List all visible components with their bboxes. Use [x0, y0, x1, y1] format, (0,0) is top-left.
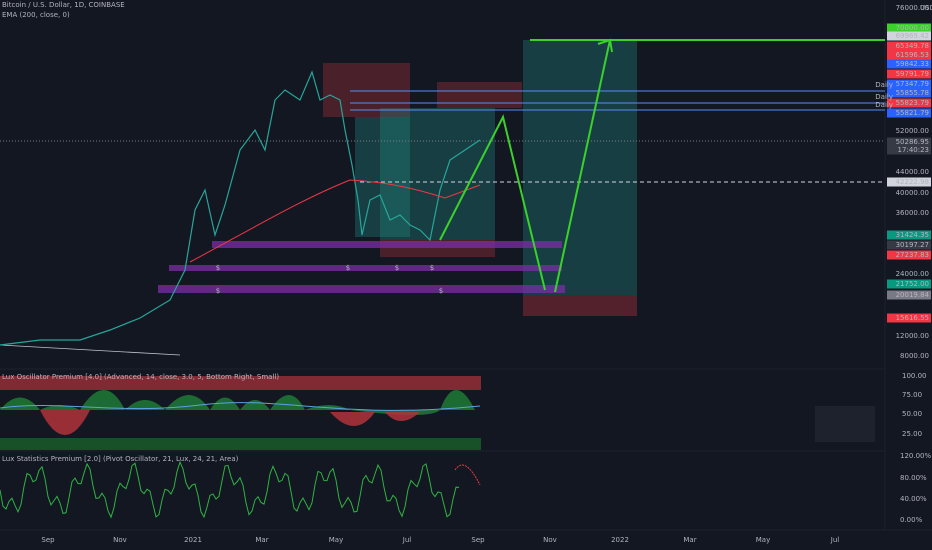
price-label: 52000.00 [896, 127, 929, 135]
price-tag [887, 230, 931, 240]
statistics-label: 40.00% [900, 495, 927, 503]
time-label: Nov [113, 536, 127, 544]
price-tag [887, 290, 931, 300]
time-label: Sep [41, 536, 55, 544]
oscillator-title: Lux Oscillator Premium [4.0] (Advanced, … [2, 373, 279, 381]
price-label: 42222.98 [896, 178, 929, 186]
price-label: 8000.00 [900, 352, 929, 360]
price-label: 76000.00 [896, 4, 929, 12]
pivot-oscillator [0, 460, 460, 519]
price-tag [887, 88, 931, 98]
price-tag [887, 250, 931, 260]
price-label: 17:40:23 [898, 146, 929, 154]
price-label: 65349.78 [896, 42, 929, 50]
price-label: 15616.55 [896, 314, 929, 322]
time-label: Jul [830, 536, 840, 544]
statistics-title: Lux Statistics Premium [2.0] (Pivot Osci… [2, 455, 239, 463]
oscillator-label: 50.00 [902, 410, 922, 418]
price-label: 12000.00 [896, 332, 929, 340]
time-label: Mar [255, 536, 268, 544]
price-label: 20019.84 [896, 291, 930, 299]
price-tag [887, 137, 931, 147]
price-tag [887, 108, 931, 118]
price-label: 55821.79 [896, 109, 929, 117]
price-label: 69969.42 [896, 32, 929, 40]
oscillator-label: 25.00 [902, 430, 922, 438]
time-label: 2021 [184, 536, 202, 544]
forecast [454, 464, 481, 486]
price-label: 44000.00 [896, 168, 929, 176]
price-tag [887, 23, 931, 33]
statistics-label: 120.00% [900, 452, 931, 460]
signal-marker: $ [439, 287, 443, 295]
oscillator-label: 100.00 [902, 372, 927, 380]
price-tag [887, 59, 931, 69]
oscillator-pane [0, 376, 875, 450]
ema-line [189, 179, 481, 263]
price-line [0, 70, 481, 346]
statistics-label: 0.00% [900, 516, 923, 524]
time-label: Jul [402, 536, 412, 544]
price-label: 31424.35 [896, 231, 929, 239]
signal-marker: $ [430, 264, 434, 272]
level-label: Daily [875, 101, 893, 109]
price-tag [887, 31, 931, 41]
price-label: 55855.78 [896, 89, 929, 97]
price-tag [887, 50, 931, 60]
level-label: Daily [875, 81, 893, 89]
price-label: 50286.95 [896, 138, 929, 146]
price-label: 27237.83 [896, 251, 929, 259]
time-label: 2022 [611, 536, 629, 544]
price-tag [887, 145, 931, 155]
level-label: Daily [875, 93, 893, 101]
price-label: 30197.27 [896, 241, 929, 249]
grid [0, 0, 932, 531]
zones [0, 39, 885, 356]
indicator-label: EMA (200, close, 0) [2, 11, 70, 19]
price-label: 40000.00 [896, 189, 929, 197]
price-label: 36000.00 [896, 209, 929, 217]
price-tag [887, 69, 931, 79]
price-unit: USD [920, 4, 932, 12]
signal-marker: $ [216, 287, 220, 295]
signal-marker: $ [395, 264, 399, 272]
price-tag [887, 177, 931, 187]
signal-marker: $ [346, 264, 350, 272]
time-label: May [756, 536, 770, 544]
price-tag [887, 79, 931, 89]
price-label: 61596.53 [896, 51, 929, 59]
oscillator-label: 75.00 [902, 391, 922, 399]
time-label: Nov [543, 536, 557, 544]
price-label: 59791.79 [896, 70, 929, 78]
statistics-label: 80.00% [900, 474, 927, 482]
projection-arrows [439, 38, 613, 293]
price-label: 57347.79 [896, 80, 929, 88]
price-label: 55823.79 [896, 99, 929, 107]
price-label: 59842.33 [896, 60, 929, 68]
price-tag [887, 41, 931, 51]
chart-title: Bitcoin / U.S. Dollar, 1D, COINBASE [2, 1, 125, 9]
price-tag [887, 240, 931, 250]
signal-marker: $ [216, 264, 220, 272]
price-tag [887, 98, 931, 108]
time-label: May [329, 536, 343, 544]
time-label: Mar [683, 536, 696, 544]
price-tag [887, 313, 931, 323]
price-label: 70000.00 [896, 24, 929, 32]
price-tag [887, 279, 931, 289]
time-label: Sep [471, 536, 485, 544]
price-label: 21752.00 [896, 280, 929, 288]
price-label: 24000.00 [896, 270, 929, 278]
